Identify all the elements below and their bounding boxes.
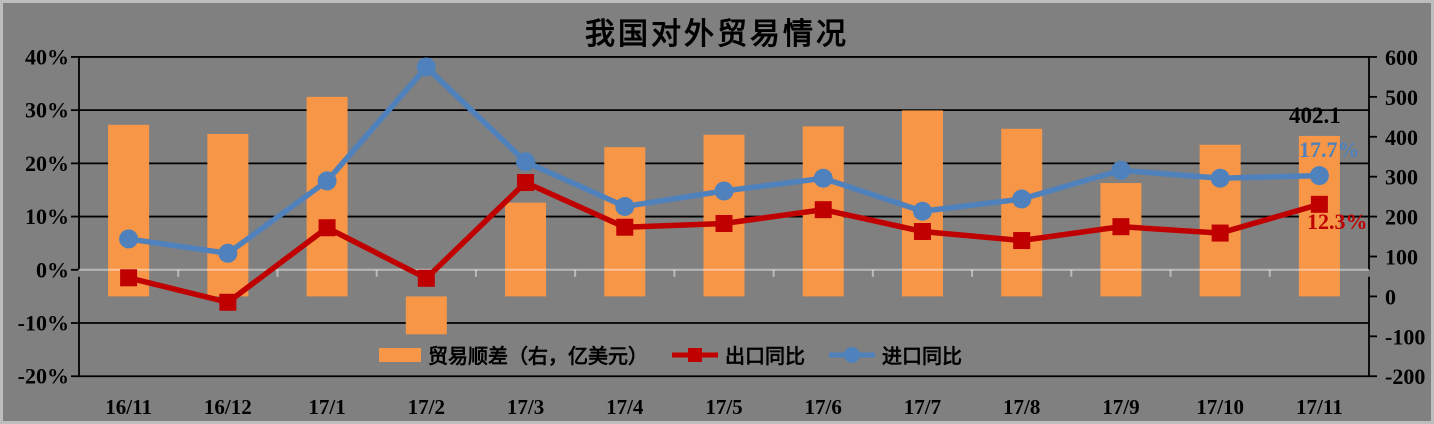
annotation-trade-surplus-value: 402.1 <box>1289 103 1341 128</box>
left-axis-label: -20% <box>18 364 69 389</box>
x-axis-label: 17/8 <box>1003 395 1040 419</box>
x-axis-label: 17/9 <box>1102 395 1139 419</box>
annotation-import-yoy-value: 17.7% <box>1299 137 1360 162</box>
x-axis-label: 17/6 <box>805 395 842 419</box>
import-yoy-marker <box>317 171 337 191</box>
import-yoy-marker <box>1210 168 1230 188</box>
chart-title: 我国对外贸易情况 <box>585 18 849 51</box>
right-axis-label: -200 <box>1385 364 1425 389</box>
import-yoy-marker <box>119 229 139 249</box>
bar-trade-surplus <box>108 124 150 297</box>
x-axis-label: 17/10 <box>1196 395 1244 419</box>
right-axis-label: 500 <box>1385 85 1418 110</box>
import-yoy-marker <box>1309 166 1329 186</box>
legend-label-export: 出口同比 <box>725 346 805 368</box>
left-axis-label: 40% <box>25 44 69 69</box>
bar-trade-surplus <box>1199 144 1241 297</box>
legend-item-import: 进口同比 <box>829 340 962 369</box>
bar-trade-surplus <box>505 202 547 297</box>
export-yoy-marker <box>913 222 931 240</box>
annotation-export-yoy-value: 12.3% <box>1307 209 1368 234</box>
export-yoy-marker <box>616 218 634 236</box>
bar-trade-surplus <box>306 96 348 297</box>
right-axis-label: 400 <box>1385 125 1418 150</box>
bar-swatch-icon <box>379 347 421 362</box>
x-axis-label: 17/3 <box>507 395 544 419</box>
import-yoy-marker <box>1111 160 1131 180</box>
import-yoy-marker <box>416 57 436 77</box>
x-axis-label: 16/12 <box>204 395 252 419</box>
legend-item-trade-surplus: 贸易顺差（右，亿美元） <box>379 340 648 369</box>
x-axis-label: 17/2 <box>408 395 445 419</box>
export-yoy-marker <box>517 174 535 192</box>
import-yoy-marker <box>714 181 734 201</box>
export-yoy-marker <box>1013 232 1031 250</box>
x-axis-label: 17/1 <box>308 395 345 419</box>
plot-area: 40% 30% 20% 10% 0% -10% -20% 600 500 400 300 200 100… <box>18 44 1426 419</box>
legend-label-trade-surplus: 贸易顺差（右，亿美元） <box>428 346 648 368</box>
x-axis-label: 16/11 <box>105 395 152 419</box>
right-axis-label: 0 <box>1385 284 1396 309</box>
legend-item-export: 出口同比 <box>672 340 805 369</box>
import-yoy-marker <box>813 168 833 188</box>
export-yoy-marker <box>318 219 336 237</box>
bar-trade-surplus <box>1100 183 1142 297</box>
right-axis-label: 200 <box>1385 205 1418 230</box>
right-axis-label: 100 <box>1385 244 1418 269</box>
import-yoy-marker <box>516 152 536 172</box>
chart-legend: 贸易顺差（右，亿美元） 出口同比 进口同比 <box>379 340 962 369</box>
left-axis-label: 10% <box>25 204 69 229</box>
left-axis-label: -10% <box>18 311 69 336</box>
right-axis-label: 300 <box>1385 165 1418 190</box>
line-square-swatch-icon <box>672 347 718 362</box>
left-axis-label: 30% <box>25 98 69 123</box>
import-yoy-marker <box>218 243 238 263</box>
export-yoy-marker <box>219 293 237 311</box>
x-axis-label: 17/4 <box>606 395 644 419</box>
export-yoy-marker <box>1112 218 1130 236</box>
import-yoy-marker <box>1012 189 1032 209</box>
bar-trade-surplus <box>1298 135 1340 297</box>
line-circle-swatch-icon <box>829 346 875 363</box>
left-axis-label: 0% <box>36 257 69 282</box>
bar-trade-surplus <box>1001 128 1043 297</box>
x-axis-label: 17/11 <box>1296 395 1343 419</box>
right-axis-label: -100 <box>1385 324 1425 349</box>
export-yoy-marker <box>120 269 138 287</box>
import-yoy-marker <box>912 201 932 221</box>
export-yoy-marker <box>1211 224 1229 242</box>
left-axis-label: 20% <box>25 151 69 176</box>
legend-label-import: 进口同比 <box>882 346 962 368</box>
bar-trade-surplus <box>207 133 249 297</box>
export-yoy-marker <box>1310 195 1328 213</box>
import-yoy-marker <box>615 196 635 216</box>
right-axis-label: 600 <box>1385 45 1418 70</box>
bar-trade-surplus <box>405 296 447 335</box>
x-axis-label: 17/7 <box>904 395 941 419</box>
export-yoy-marker <box>814 201 832 219</box>
export-yoy-marker <box>715 214 733 232</box>
export-yoy-marker <box>417 269 435 287</box>
x-axis-label: 17/5 <box>705 395 742 419</box>
